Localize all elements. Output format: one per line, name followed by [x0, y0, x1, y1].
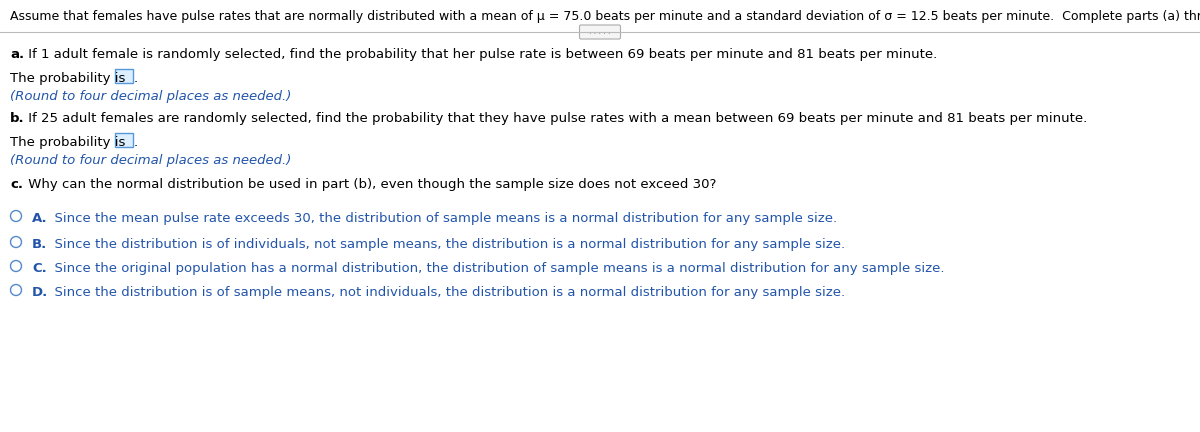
FancyBboxPatch shape: [580, 25, 620, 39]
Text: . . . . .: . . . . .: [589, 28, 611, 36]
Text: .: .: [134, 72, 138, 85]
Text: (Round to four decimal places as needed.): (Round to four decimal places as needed.…: [10, 90, 292, 103]
Text: If 1 adult female is randomly selected, find the probability that her pulse rate: If 1 adult female is randomly selected, …: [24, 48, 937, 61]
Text: A.: A.: [32, 212, 48, 225]
Text: c.: c.: [10, 178, 23, 191]
Circle shape: [11, 285, 22, 295]
Text: .: .: [134, 136, 138, 149]
Text: Assume that females have pulse rates that are normally distributed with a mean o: Assume that females have pulse rates tha…: [10, 10, 1200, 23]
Text: Since the original population has a normal distribution, the distribution of sam: Since the original population has a norm…: [46, 262, 944, 275]
Text: C.: C.: [32, 262, 47, 275]
FancyBboxPatch shape: [115, 69, 133, 83]
Circle shape: [11, 210, 22, 222]
Text: The probability is: The probability is: [10, 72, 125, 85]
Text: Why can the normal distribution be used in part (b), even though the sample size: Why can the normal distribution be used …: [24, 178, 716, 191]
Text: b.: b.: [10, 112, 25, 125]
Text: B.: B.: [32, 238, 47, 251]
FancyBboxPatch shape: [115, 133, 133, 147]
Text: a.: a.: [10, 48, 24, 61]
Text: Since the distribution is of sample means, not individuals, the distribution is : Since the distribution is of sample mean…: [46, 286, 845, 299]
Circle shape: [11, 236, 22, 248]
Circle shape: [11, 260, 22, 271]
Text: (Round to four decimal places as needed.): (Round to four decimal places as needed.…: [10, 154, 292, 167]
Text: If 25 adult females are randomly selected, find the probability that they have p: If 25 adult females are randomly selecte…: [24, 112, 1087, 125]
Text: Since the mean pulse rate exceeds 30, the distribution of sample means is a norm: Since the mean pulse rate exceeds 30, th…: [46, 212, 838, 225]
Text: D.: D.: [32, 286, 48, 299]
Text: The probability is: The probability is: [10, 136, 125, 149]
Text: Since the distribution is of individuals, not sample means, the distribution is : Since the distribution is of individuals…: [46, 238, 845, 251]
